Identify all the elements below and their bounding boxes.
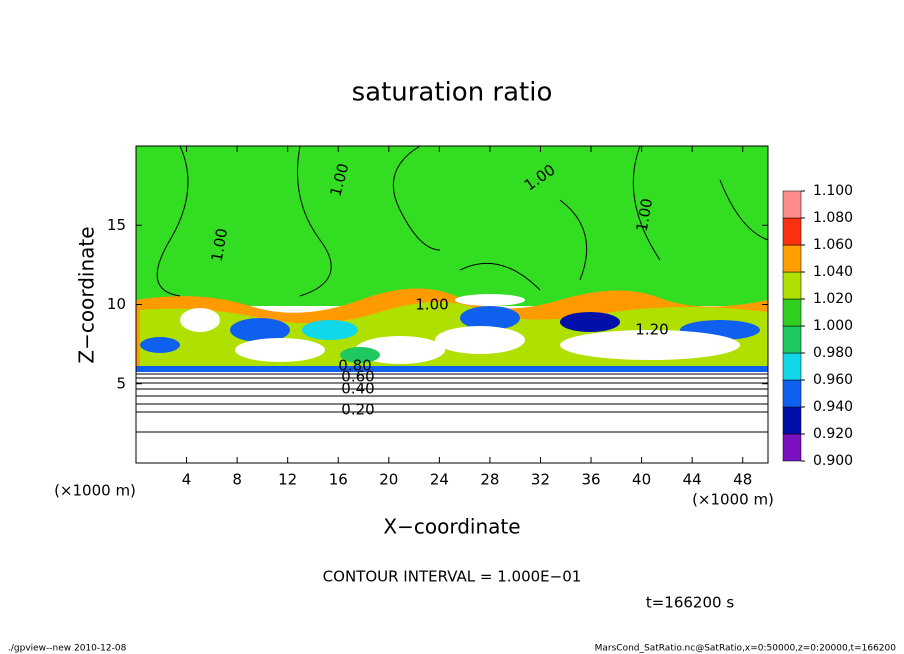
- y-axis-unit: (×1000 m): [54, 482, 136, 500]
- field-blob: [560, 312, 620, 332]
- colorbar-swatch: [782, 298, 802, 327]
- colorbar-label: 1.060: [813, 237, 853, 253]
- colorbar-swatch: [782, 406, 802, 435]
- colorbar-swatch: [782, 352, 802, 381]
- field-blob: [302, 320, 358, 340]
- field-green: [136, 146, 768, 306]
- contour-label: 1.00: [633, 197, 657, 233]
- field-blob: [140, 337, 180, 353]
- colorbar-label: 1.000: [813, 318, 853, 334]
- footer-right: MarsCond_SatRatio.nc@SatRatio,x=0:50000,…: [595, 644, 897, 654]
- field-blob: [235, 338, 325, 362]
- field-band: [136, 366, 768, 372]
- y-tick-label: 5: [116, 374, 126, 392]
- colorbar-swatch: [782, 244, 802, 273]
- contour-label: 0.40: [341, 380, 374, 398]
- colorbar-swatch: [782, 217, 802, 246]
- contour-label: 1.00: [208, 227, 232, 263]
- colorbar-label: 0.920: [813, 426, 853, 442]
- chart-title: saturation ratio: [352, 78, 553, 108]
- colorbar-label: 1.080: [813, 210, 853, 226]
- y-tick-label: 10: [107, 295, 126, 313]
- x-tick-label: 24: [430, 471, 449, 489]
- colorbar-label: 1.020: [813, 291, 853, 307]
- field-blob: [435, 326, 525, 354]
- colorbar-swatch: [782, 325, 802, 354]
- y-axis-label: Z−coordinate: [75, 226, 99, 363]
- x-tick-label: 16: [329, 471, 348, 489]
- field: [136, 145, 769, 463]
- x-tick-label: 20: [379, 471, 398, 489]
- x-axis-unit: (×1000 m): [692, 491, 774, 509]
- x-tick-label: 4: [182, 471, 192, 489]
- colorbar-label: 1.040: [813, 264, 853, 280]
- contour-label: 0.20: [341, 401, 374, 419]
- contour-label: 1.00: [415, 296, 448, 314]
- contour-interval: CONTOUR INTERVAL = 1.000E−01: [323, 568, 582, 586]
- x-tick-label: 36: [581, 471, 600, 489]
- field-blob: [180, 308, 220, 332]
- contour-label: 0.60: [341, 368, 374, 386]
- x-tick-label: 48: [733, 471, 752, 489]
- field-blob: [340, 347, 380, 363]
- time-label: t=166200 s: [646, 594, 734, 612]
- x-tick-label: 32: [531, 471, 550, 489]
- colorbar-swatch: [782, 271, 802, 300]
- colorbar-label: 0.960: [813, 372, 853, 388]
- colorbar-label: 0.940: [813, 399, 853, 415]
- field-blob: [560, 330, 740, 360]
- contour-label: 1.20: [635, 321, 668, 339]
- field-blob: [460, 306, 520, 330]
- colorbar-label: 0.900: [813, 453, 853, 469]
- x-axis-label: X−coordinate: [383, 515, 520, 539]
- colorbar-swatch: [782, 433, 802, 462]
- x-tick-label: 44: [683, 471, 702, 489]
- x-tick-label: 12: [278, 471, 297, 489]
- x-tick-label: 8: [232, 471, 242, 489]
- colorbar-swatch: [782, 379, 802, 408]
- x-tick-label: 40: [632, 471, 651, 489]
- field-blob: [455, 294, 525, 306]
- field-blob: [230, 318, 290, 342]
- colorbar-label: 1.100: [813, 183, 853, 199]
- colorbar-swatch: [782, 190, 802, 219]
- contours: [136, 145, 769, 433]
- footer-left: ./gpview--new 2010-12-08: [8, 644, 127, 654]
- y-tick-label: 15: [107, 216, 126, 234]
- x-tick-label: 28: [480, 471, 499, 489]
- colorbar-label: 0.980: [813, 345, 853, 361]
- contour-label: 0.80: [338, 357, 371, 375]
